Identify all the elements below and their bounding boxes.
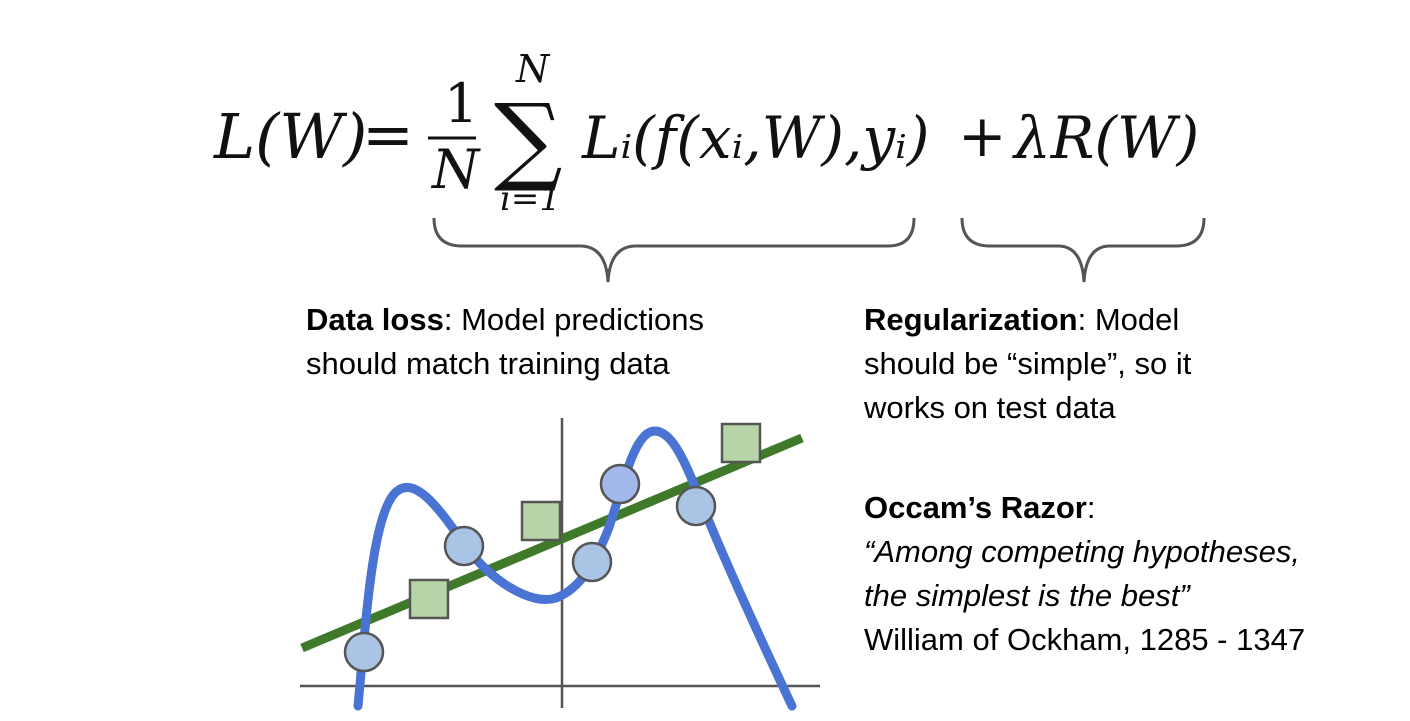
overfitting-illustration — [290, 410, 830, 716]
test-point — [520, 500, 562, 542]
fraction-denominator: N — [430, 138, 481, 201]
test-point — [408, 578, 450, 620]
occam-caption: Occam’s Razor: “Among competing hypothes… — [864, 486, 1404, 662]
training-point — [443, 525, 485, 567]
data-loss-text-2: should match training data — [306, 346, 670, 381]
training-point — [599, 463, 641, 505]
simple-fit-line — [300, 433, 804, 653]
sum-upper-limit: N — [515, 47, 551, 91]
equation-plus: + — [958, 102, 1007, 170]
loss-equation: L(W) = 1 N N ∑ i=1 Lᵢ(f(xᵢ,W),yᵢ) + λR(W… — [0, 0, 1410, 300]
data-loss-brace — [432, 217, 916, 283]
data-loss-title: Data loss — [306, 302, 444, 337]
loss-term: Lᵢ(f(xᵢ,W),yᵢ) — [581, 104, 929, 172]
test-point — [720, 422, 762, 464]
regularization-brace — [960, 217, 1206, 283]
occam-title: Occam’s Razor — [864, 490, 1087, 525]
data-loss-text-1: : Model predictions — [443, 302, 705, 337]
occam-quote-2: the simplest is the best” — [864, 578, 1190, 613]
training-point — [571, 541, 613, 583]
equation-equals: = — [362, 98, 414, 171]
regularization-text-1: : Model — [1077, 302, 1180, 337]
regularization-title: Regularization — [864, 302, 1078, 337]
regularization-text-3: works on test data — [864, 390, 1116, 425]
regularization-term: λR(W) — [1012, 104, 1199, 172]
training-point — [343, 631, 385, 673]
sum-symbol: ∑ — [494, 83, 563, 195]
equation-lhs: L(W) — [213, 100, 367, 173]
occam-colon: : — [1086, 490, 1096, 525]
data-loss-caption: Data loss: Model predictions should matc… — [306, 298, 806, 386]
regularization-caption: Regularization: Model should be “simple”… — [864, 298, 1334, 430]
occam-quote-1: “Among competing hypotheses, — [864, 534, 1300, 569]
fraction-numerator: 1 — [444, 72, 478, 135]
occam-attribution: William of Ockham, 1285 - 1347 — [864, 622, 1306, 657]
sum-lower-limit: i=1 — [500, 179, 561, 219]
training-point — [675, 485, 717, 527]
regularization-text-2: should be “simple”, so it — [864, 346, 1192, 381]
